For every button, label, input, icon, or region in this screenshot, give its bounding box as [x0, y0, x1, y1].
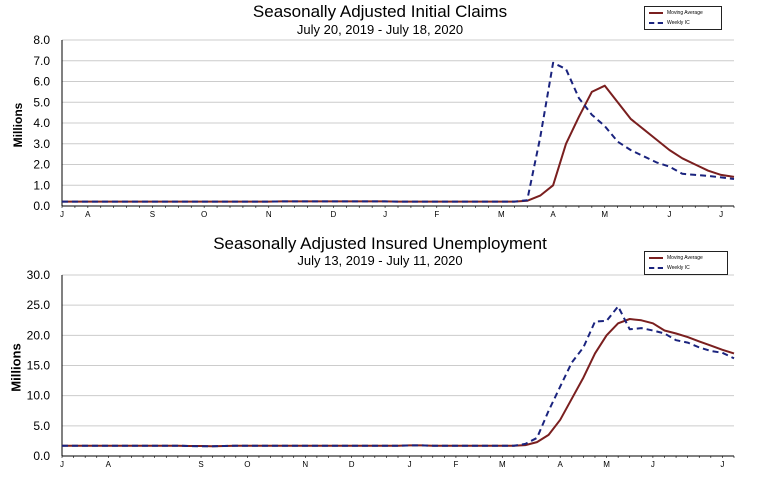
x-tick-label: J	[408, 460, 412, 469]
x-tick-label: A	[85, 210, 91, 219]
y-tick-label: 25.0	[27, 298, 51, 312]
legend-swatch-weekly-ic	[649, 267, 663, 269]
x-tick-label: J	[667, 210, 671, 219]
series-line-weekly-ic	[62, 61, 735, 203]
y-tick-label: 6.0	[33, 75, 50, 89]
y-tick-label: 20.0	[27, 328, 51, 342]
y-tick-label: 15.0	[27, 359, 51, 373]
y-tick-label: 30.0	[27, 268, 51, 282]
legend-label: Weekly IC	[667, 20, 690, 26]
initial-claims-plot: 0.0 1.0 2.0 3.0 4.0 5.0 6.0 7.0 8.0 J A S O N D J F M A M J J	[33, 33, 735, 219]
y-tick-label: 7.0	[33, 54, 50, 68]
insured-unemployment-chart-panel: Seasonally Adjusted Insured Unemployment…	[0, 232, 760, 481]
legend-swatch-moving-average	[649, 257, 663, 259]
x-tick-label: N	[266, 210, 272, 219]
x-tick-label: N	[302, 460, 308, 469]
x-tick-label: A	[550, 210, 556, 219]
y-tick-label: 2.0	[33, 158, 50, 172]
initial-claims-chart-panel: Seasonally Adjusted Initial Claims July …	[0, 0, 760, 232]
series-line-weekly-ic	[62, 305, 735, 448]
series-line-moving-average	[62, 318, 735, 448]
y-tick-label: 4.0	[33, 116, 50, 130]
x-tick-label: F	[453, 460, 458, 469]
x-tick-label: M	[499, 460, 506, 469]
x-tick-label: D	[330, 210, 336, 219]
legend-swatch-moving-average	[649, 12, 663, 14]
x-tick-label: O	[201, 210, 207, 219]
insured-unemployment-plot: 0.0 5.0 10.0 15.0 20.0 25.0 30.0 J A S O N D J F M A M J J	[27, 268, 735, 469]
x-tick-label: O	[244, 460, 250, 469]
x-tick-label: J	[60, 210, 64, 219]
x-tick-label: J	[719, 210, 723, 219]
x-tick-label: J	[383, 210, 387, 219]
y-tick-label: 1.0	[33, 178, 50, 192]
y-tick-label: 0.0	[33, 449, 50, 463]
x-tick-label: M	[603, 460, 610, 469]
legend: Moving Average Weekly IC	[644, 6, 722, 30]
y-tick-label: 10.0	[27, 389, 51, 403]
legend-label: Weekly IC	[667, 265, 690, 271]
x-tick-label: A	[106, 460, 112, 469]
x-tick-label: D	[349, 460, 355, 469]
y-tick-label: 5.0	[33, 95, 50, 109]
chart-title: Seasonally Adjusted Insured Unemployment	[213, 234, 547, 253]
y-tick-label: 0.0	[33, 199, 50, 213]
x-tick-label: S	[198, 460, 203, 469]
legend-item-moving-average: Moving Average	[649, 8, 703, 18]
legend-item-weekly-ic: Weekly IC	[649, 263, 690, 273]
legend-item-weekly-ic: Weekly IC	[649, 18, 690, 28]
legend-label: Moving Average	[667, 10, 703, 16]
y-tick-label: 3.0	[33, 137, 50, 151]
x-tick-label: J	[60, 460, 64, 469]
legend-label: Moving Average	[667, 255, 703, 261]
x-tick-label: A	[558, 460, 564, 469]
chart-subtitle: July 20, 2019 - July 18, 2020	[296, 22, 464, 37]
chart-title: Seasonally Adjusted Initial Claims	[252, 2, 508, 21]
legend: Moving Average Weekly IC	[644, 251, 728, 275]
x-tick-label: J	[651, 460, 655, 469]
x-tick-label: J	[720, 460, 724, 469]
y-tick-label: 5.0	[33, 419, 50, 433]
chart-subtitle: July 13, 2019 - July 11, 2020	[297, 253, 463, 268]
x-tick-label: F	[434, 210, 439, 219]
y-tick-label: 8.0	[33, 33, 50, 47]
x-tick-label: M	[498, 210, 505, 219]
x-tick-label: S	[150, 210, 155, 219]
legend-swatch-weekly-ic	[649, 22, 663, 24]
legend-item-moving-average: Moving Average	[649, 253, 703, 263]
x-tick-label: M	[601, 210, 608, 219]
